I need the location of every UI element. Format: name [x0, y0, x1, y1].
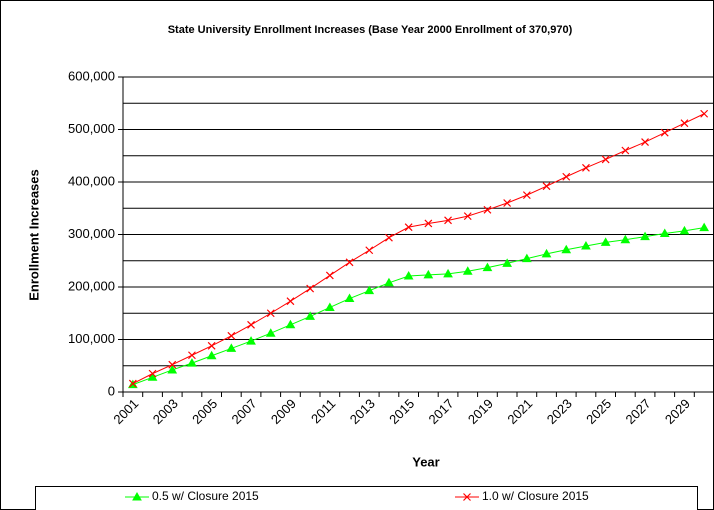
- data-point: [462, 266, 473, 275]
- data-point: [207, 341, 216, 350]
- data-point: [168, 360, 177, 369]
- data-point: [265, 328, 276, 337]
- legend-marker: [463, 493, 471, 501]
- data-point: [503, 199, 512, 207]
- data-point: [286, 297, 295, 306]
- data-point: [700, 109, 709, 118]
- data-point: [285, 319, 296, 329]
- data-point: [582, 163, 590, 172]
- data-point: [502, 258, 513, 267]
- y-tick-label: 600,000: [68, 68, 115, 83]
- y-tick-label: 0: [108, 383, 115, 398]
- data-point: [385, 233, 393, 242]
- data-point: [148, 369, 157, 378]
- legend-marker: [132, 491, 142, 501]
- data-point: [620, 234, 631, 244]
- data-point: [483, 205, 492, 214]
- data-point: [542, 182, 551, 191]
- data-point: [403, 270, 414, 280]
- data-point: [562, 172, 571, 181]
- data-point: [364, 285, 375, 295]
- data-point: [640, 231, 650, 241]
- data-point: [621, 146, 630, 155]
- series-line: [132, 113, 705, 385]
- data-point: [463, 212, 472, 221]
- data-point: [444, 216, 452, 225]
- data-point: [247, 320, 255, 329]
- y-tick-label: 200,000: [68, 278, 115, 293]
- legend-label: 0.5 w/ Closure 2015: [152, 489, 259, 503]
- data-point: [324, 302, 335, 311]
- data-point: [541, 248, 552, 258]
- data-point: [699, 222, 710, 232]
- data-point: [680, 119, 689, 128]
- data-point: [187, 358, 197, 367]
- data-point: [384, 277, 394, 287]
- data-point: [482, 262, 493, 272]
- data-point: [679, 225, 690, 235]
- data-point: [227, 331, 236, 340]
- data-point: [344, 293, 355, 303]
- data-point: [600, 237, 611, 246]
- data-point: [522, 191, 531, 200]
- data-point: [521, 253, 532, 263]
- data-point: [147, 372, 158, 381]
- data-point: [226, 343, 237, 352]
- x-axis-label: Year: [412, 454, 439, 469]
- data-point: [246, 336, 256, 345]
- data-point: [659, 228, 670, 237]
- data-point: [660, 128, 669, 137]
- y-tick-label: 100,000: [68, 331, 115, 346]
- data-point: [188, 351, 196, 360]
- legend-label: 1.0 w/ Closure 2015: [482, 489, 589, 503]
- data-point: [443, 268, 453, 278]
- data-point: [345, 258, 354, 267]
- data-point: [325, 271, 334, 280]
- chart-title: State University Enrollment Increases (B…: [168, 24, 573, 36]
- data-point: [601, 155, 610, 164]
- data-point: [581, 241, 591, 250]
- data-point: [305, 311, 316, 320]
- data-point: [206, 350, 217, 360]
- data-point: [641, 138, 649, 147]
- data-point: [128, 379, 137, 388]
- data-point: [424, 219, 433, 228]
- y-tick-label: 500,000: [68, 121, 115, 136]
- data-point: [167, 364, 178, 374]
- data-point: [306, 284, 315, 293]
- y-axis-label: Enrollment Increases: [26, 169, 41, 301]
- data-point: [561, 244, 572, 254]
- data-point: [404, 223, 413, 232]
- y-tick-label: 400,000: [68, 173, 115, 188]
- legend: [35, 486, 698, 510]
- data-point: [266, 309, 275, 318]
- data-point: [423, 269, 434, 279]
- data-point: [365, 246, 374, 255]
- y-tick-label: 300,000: [68, 226, 115, 241]
